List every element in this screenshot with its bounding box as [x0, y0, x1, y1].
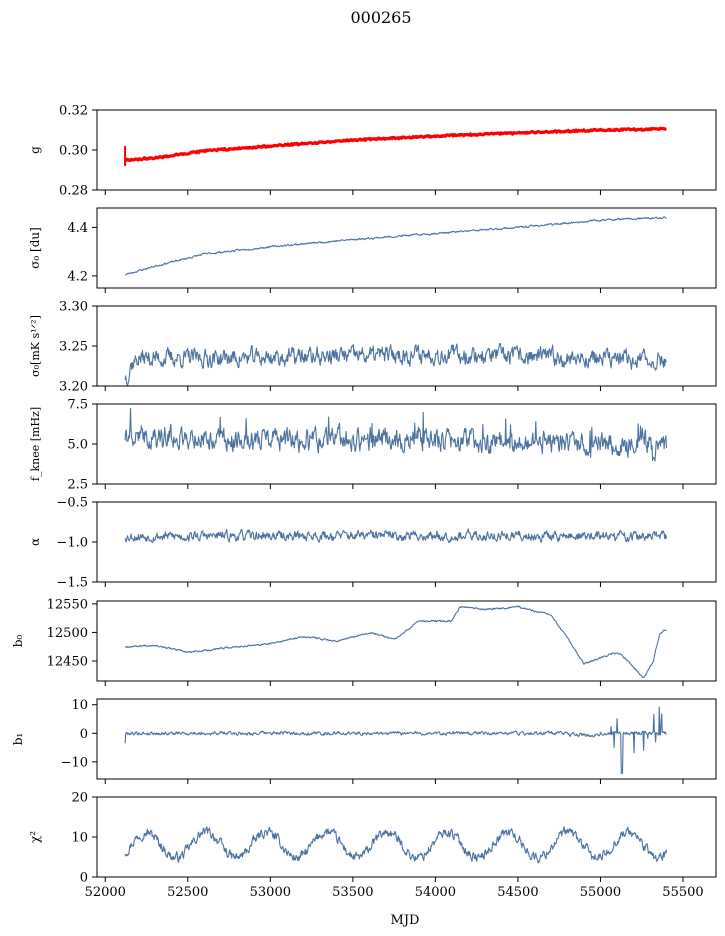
- y-tick-label-sigma0_mks: 3.25: [59, 340, 88, 355]
- x-tick-label: 52000: [85, 885, 126, 900]
- y-tick-label-fknee: 2.5: [67, 478, 88, 493]
- series-line-sigma0_mks: [124, 342, 667, 386]
- y-tick-label-b1: 10: [71, 698, 88, 713]
- series-line-g: [124, 127, 667, 162]
- figure-title: 000265: [350, 8, 411, 27]
- x-tick-label: 54000: [415, 885, 456, 900]
- y-tick-label-b0: 12550: [47, 597, 88, 612]
- y-tick-label-g: 0.30: [59, 144, 88, 159]
- y-axis-label-sigma0_mks: σ₀[mK s¹ᐟ²]: [29, 315, 42, 377]
- y-axis-label-fknee: f_knee [mHz]: [29, 407, 42, 481]
- x-tick-label: 54500: [497, 885, 538, 900]
- y-tick-label-sigma0_mks: 3.20: [59, 380, 88, 395]
- y-tick-label-chi2: 20: [71, 791, 88, 806]
- y-axis-label-b1: b₁: [11, 733, 25, 746]
- y-tick-label-fknee: 7.5: [67, 398, 88, 413]
- y-tick-label-b0: 12450: [47, 655, 88, 670]
- y-tick-label-alpha: −1.5: [56, 576, 88, 591]
- panel-frame-chi2: [96, 796, 717, 878]
- series-line-sigma0_du: [125, 216, 667, 276]
- y-tick-label-sigma0_du: 4.2: [67, 269, 88, 284]
- x-tick-label: 55000: [580, 885, 621, 900]
- y-tick-label-b1: −10: [61, 755, 88, 770]
- series-line-chi2: [124, 826, 668, 864]
- y-tick-label-alpha: −0.5: [56, 496, 88, 511]
- x-tick-label: 55500: [662, 885, 703, 900]
- y-tick-label-g: 0.32: [59, 104, 88, 119]
- panel-frame-g: [96, 109, 717, 191]
- x-tick-label: 53000: [250, 885, 291, 900]
- panel-frame-b0: [96, 600, 717, 682]
- y-tick-label-chi2: 10: [71, 831, 88, 846]
- panels-group: 0.28 0.30 0.32 g 4.2 4.4 σ₀ [du] 3.20 3.25 3.30 σ₀…: [11, 104, 717, 900]
- y-tick-label-fknee: 5.0: [67, 438, 88, 453]
- series-line-b1: [124, 706, 667, 774]
- y-tick-label-chi2: 0: [80, 871, 88, 886]
- y-axis-label-chi2: χ²: [28, 831, 42, 843]
- y-axis-label-g: g: [28, 146, 42, 154]
- y-tick-label-g: 0.28: [59, 184, 88, 199]
- fit-line-g: [124, 126, 667, 163]
- series-line-fknee: [124, 407, 668, 462]
- y-tick-label-sigma0_du: 4.4: [67, 221, 88, 236]
- y-tick-label-b1: 0: [80, 727, 88, 742]
- y-axis-label-sigma0_du: σ₀ [du]: [28, 227, 42, 269]
- x-axis-label: MJD: [391, 913, 420, 928]
- panel-frame-sigma0_mks: [96, 305, 717, 387]
- x-tick-label: 53500: [332, 885, 373, 900]
- series-line-alpha: [124, 528, 668, 544]
- y-axis-label-b0: b₀: [11, 635, 25, 648]
- panel-frame-sigma0_du: [96, 207, 717, 289]
- series-line-b0: [125, 605, 667, 679]
- y-tick-label-sigma0_mks: 3.30: [59, 300, 88, 315]
- panel-frame-alpha: [96, 501, 717, 583]
- y-tick-label-alpha: −1.0: [56, 536, 88, 551]
- y-tick-label-b0: 12500: [47, 626, 88, 641]
- x-tick-label: 52500: [167, 885, 208, 900]
- panel-frame-b1: [96, 698, 717, 780]
- y-axis-label-alpha: α: [28, 538, 42, 546]
